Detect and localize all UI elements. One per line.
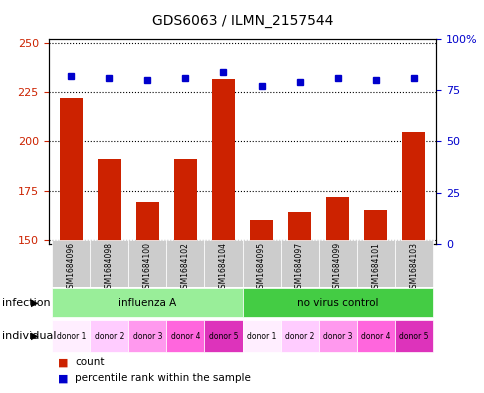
Text: GSM1684095: GSM1684095 xyxy=(257,242,265,293)
Text: percentile rank within the sample: percentile rank within the sample xyxy=(75,373,251,383)
Text: ▶: ▶ xyxy=(31,331,39,341)
Text: ■: ■ xyxy=(58,373,69,383)
Text: GSM1684100: GSM1684100 xyxy=(143,242,151,293)
Bar xyxy=(401,132,424,244)
FancyBboxPatch shape xyxy=(166,320,204,352)
FancyBboxPatch shape xyxy=(166,240,204,287)
Bar xyxy=(250,220,272,244)
Text: donor 3: donor 3 xyxy=(133,332,162,340)
Bar xyxy=(60,98,83,244)
Text: individual: individual xyxy=(2,331,57,341)
FancyBboxPatch shape xyxy=(280,240,318,287)
Text: GSM1684103: GSM1684103 xyxy=(408,242,417,293)
FancyBboxPatch shape xyxy=(52,320,90,352)
FancyBboxPatch shape xyxy=(242,240,280,287)
Text: GSM1684098: GSM1684098 xyxy=(105,242,114,293)
FancyBboxPatch shape xyxy=(128,320,166,352)
FancyBboxPatch shape xyxy=(204,320,242,352)
Text: influenza A: influenza A xyxy=(118,298,176,308)
Text: donor 3: donor 3 xyxy=(322,332,351,340)
FancyBboxPatch shape xyxy=(394,320,432,352)
Text: donor 2: donor 2 xyxy=(94,332,124,340)
FancyBboxPatch shape xyxy=(52,240,90,287)
Text: GSM1684102: GSM1684102 xyxy=(181,242,190,293)
Bar xyxy=(326,196,348,244)
Text: ■: ■ xyxy=(58,358,69,367)
Text: donor 1: donor 1 xyxy=(57,332,86,340)
Bar xyxy=(136,202,158,244)
Bar xyxy=(363,210,386,244)
FancyBboxPatch shape xyxy=(280,320,318,352)
Text: donor 1: donor 1 xyxy=(246,332,275,340)
Text: GSM1684104: GSM1684104 xyxy=(219,242,227,293)
Text: no virus control: no virus control xyxy=(296,298,378,308)
Text: GDS6063 / ILMN_2157544: GDS6063 / ILMN_2157544 xyxy=(151,14,333,28)
FancyBboxPatch shape xyxy=(128,240,166,287)
Text: infection: infection xyxy=(2,298,51,308)
Text: count: count xyxy=(75,358,105,367)
Text: GSM1684101: GSM1684101 xyxy=(370,242,379,293)
Text: GSM1684096: GSM1684096 xyxy=(67,242,76,293)
Bar xyxy=(174,159,197,244)
Bar xyxy=(98,159,121,244)
FancyBboxPatch shape xyxy=(52,288,242,317)
Text: donor 2: donor 2 xyxy=(284,332,314,340)
FancyBboxPatch shape xyxy=(356,320,394,352)
FancyBboxPatch shape xyxy=(204,240,242,287)
Bar xyxy=(287,212,310,244)
FancyBboxPatch shape xyxy=(356,240,394,287)
Text: GSM1684099: GSM1684099 xyxy=(333,242,341,293)
Text: donor 4: donor 4 xyxy=(360,332,390,340)
Text: ▶: ▶ xyxy=(31,298,39,308)
Bar xyxy=(212,79,234,244)
FancyBboxPatch shape xyxy=(90,240,128,287)
FancyBboxPatch shape xyxy=(318,320,356,352)
FancyBboxPatch shape xyxy=(394,240,432,287)
Text: donor 4: donor 4 xyxy=(170,332,200,340)
Text: donor 5: donor 5 xyxy=(208,332,238,340)
FancyBboxPatch shape xyxy=(242,320,280,352)
FancyBboxPatch shape xyxy=(318,240,356,287)
FancyBboxPatch shape xyxy=(90,320,128,352)
FancyBboxPatch shape xyxy=(242,288,432,317)
Text: donor 5: donor 5 xyxy=(398,332,427,340)
Text: GSM1684097: GSM1684097 xyxy=(294,242,303,293)
